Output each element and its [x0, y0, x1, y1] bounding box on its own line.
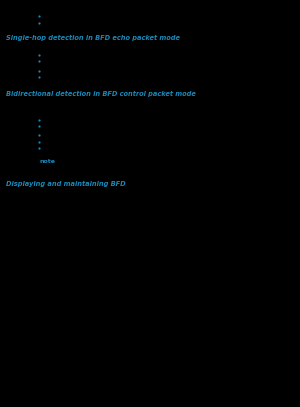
Text: Bidirectional detection in BFD control packet mode: Bidirectional detection in BFD control p… [6, 91, 196, 97]
Text: Single-hop detection in BFD echo packet mode: Single-hop detection in BFD echo packet … [6, 35, 180, 41]
Text: Displaying and maintaining BFD: Displaying and maintaining BFD [6, 181, 126, 188]
Text: note: note [39, 159, 55, 164]
